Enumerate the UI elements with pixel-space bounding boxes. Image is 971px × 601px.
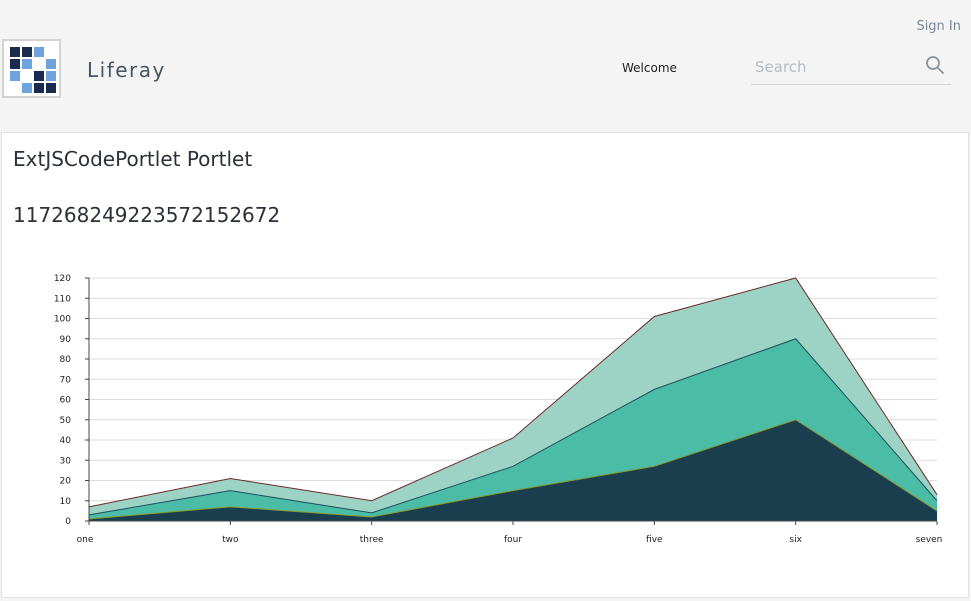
logo-square xyxy=(34,47,44,57)
logo-square xyxy=(34,83,44,93)
x-tick-label: seven xyxy=(916,535,943,545)
logo-square xyxy=(22,59,32,69)
logo-square xyxy=(34,71,44,81)
logo-square xyxy=(46,59,56,69)
x-tick-label: two xyxy=(222,535,239,545)
y-tick-label: 110 xyxy=(54,294,71,304)
portlet: ExtJSCodePortlet Portlet 117268249223572… xyxy=(1,132,969,598)
search-bar xyxy=(751,52,951,85)
y-tick-label: 30 xyxy=(60,456,72,466)
y-tick-label: 100 xyxy=(54,315,71,325)
y-tick-label: 0 xyxy=(65,517,71,527)
logo-square xyxy=(22,47,32,57)
series-line-3 xyxy=(88,277,938,508)
y-tick-label: 90 xyxy=(60,335,72,345)
logo-square xyxy=(10,47,20,57)
site-logo[interactable] xyxy=(2,39,61,98)
portlet-title: ExtJSCodePortlet Portlet xyxy=(13,147,253,171)
x-tick-label: five xyxy=(646,535,663,545)
portlet-number: 117268249223572152672 xyxy=(13,203,281,227)
logo-square xyxy=(10,59,20,69)
x-tick-label: six xyxy=(789,535,802,545)
logo-square xyxy=(46,83,56,93)
logo-square xyxy=(46,71,56,81)
y-tick-label: 10 xyxy=(60,497,72,507)
area-series-2 xyxy=(89,338,937,519)
y-tick-label: 20 xyxy=(60,477,72,487)
x-tick-label: one xyxy=(77,535,94,545)
area-series-3 xyxy=(89,278,937,515)
y-tick-label: 80 xyxy=(60,355,72,365)
series-line-2 xyxy=(88,338,938,516)
area-series-1 xyxy=(89,419,937,521)
series-line-1 xyxy=(88,419,938,520)
welcome-nav-item[interactable]: Welcome xyxy=(622,61,677,75)
x-tick-label: three xyxy=(360,535,384,545)
logo-square xyxy=(10,71,20,81)
y-tick-label: 120 xyxy=(54,274,71,284)
sign-in-link[interactable]: Sign In xyxy=(916,19,961,34)
x-tick-label: four xyxy=(504,535,522,545)
y-tick-label: 50 xyxy=(60,416,72,426)
y-tick-label: 70 xyxy=(60,375,72,385)
stacked-area-chart: 0 10 20 30 40 50 60 70 80 90 100 110 120 one two three f… xyxy=(54,274,943,545)
y-tick-label: 60 xyxy=(60,396,72,406)
site-header: Liferay Sign In Welcome xyxy=(0,0,971,132)
y-tick-label: 40 xyxy=(60,436,72,446)
search-input[interactable] xyxy=(751,52,924,82)
logo-square xyxy=(22,83,32,93)
site-name[interactable]: Liferay xyxy=(87,58,166,82)
search-icon[interactable] xyxy=(925,55,945,75)
